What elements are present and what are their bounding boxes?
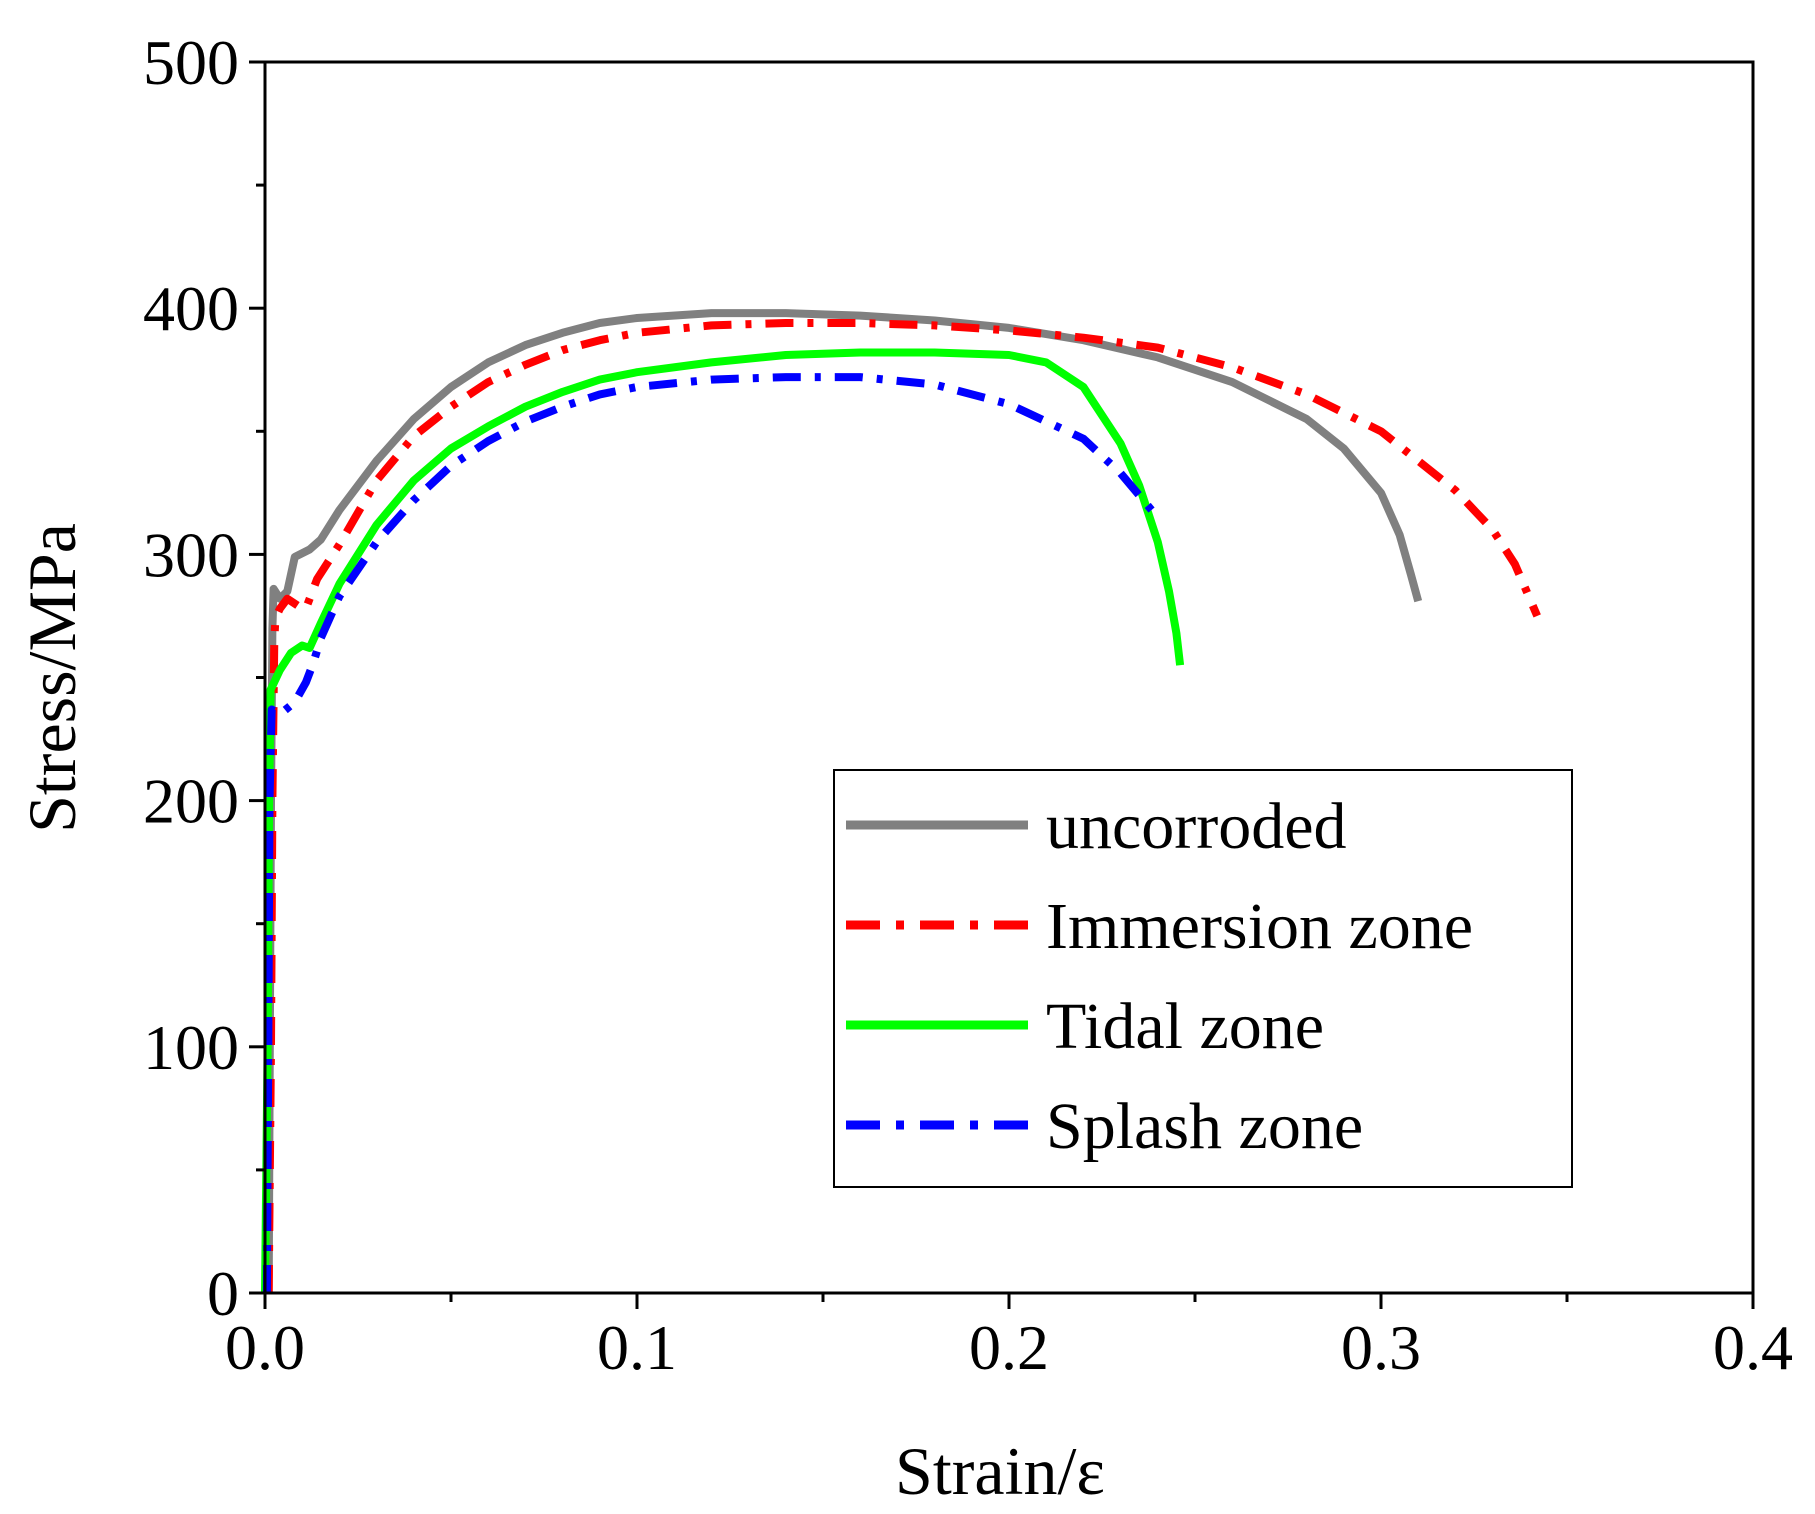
x-tick-label: 0.4 — [1713, 1312, 1793, 1383]
y-tick-label: 100 — [143, 1012, 239, 1083]
y-tick-label: 200 — [143, 766, 239, 837]
axis-ticks — [249, 60, 1755, 1309]
y-tick-label: 0 — [207, 1258, 239, 1329]
series-lines — [261, 309, 1541, 1294]
legend-label-immersion-zone: Immersion zone — [1046, 890, 1473, 963]
series-line-immersion-zone — [264, 319, 1541, 1294]
legend-box — [833, 769, 1573, 1188]
legend-label-uncorroded: uncorroded — [1046, 790, 1347, 863]
legend-label-tidal-zone: Tidal zone — [1046, 990, 1324, 1063]
axis-tick-labels: 0.0 0.1 0.2 0.3 0.4 0 100 200 300 400 500 — [143, 27, 1793, 1383]
y-tick-label: 500 — [143, 27, 239, 98]
legend-label-splash-zone: Splash zone — [1046, 1090, 1363, 1163]
x-tick-label: 0.1 — [597, 1312, 677, 1383]
x-axis-title: Strain/ε — [895, 1433, 1105, 1509]
series-line-splash-zone — [262, 373, 1161, 1294]
x-tick-label: 0.2 — [969, 1312, 1049, 1383]
y-tick-label: 400 — [143, 273, 239, 344]
y-axis-title: Stress/MPa — [14, 523, 90, 833]
x-tick-label: 0.3 — [1341, 1312, 1421, 1383]
legend: uncorroded Immersion zone Tidal zone Splash… — [833, 769, 1573, 1188]
series-line-tidal-zone — [261, 348, 1185, 1294]
y-tick-label: 300 — [143, 519, 239, 590]
x-tick-label: 0.0 — [225, 1312, 305, 1383]
series-line-uncorroded — [264, 309, 1423, 1294]
